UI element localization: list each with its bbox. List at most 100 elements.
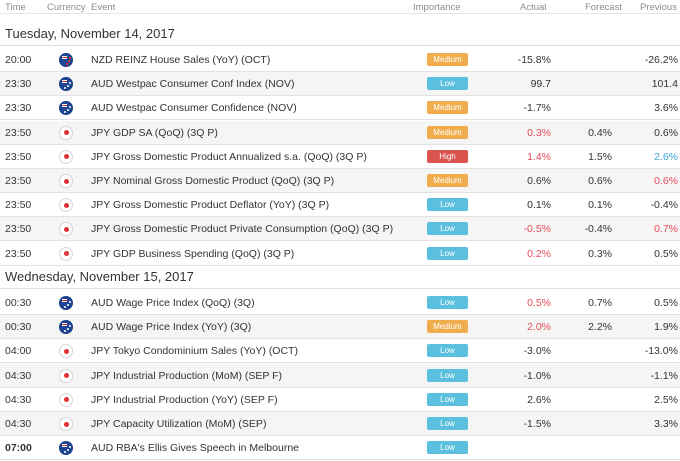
actual-value: -3.0% — [523, 345, 551, 358]
jp-flag-icon — [59, 417, 73, 431]
event-name[interactable]: JPY GDP Business Spending (QoQ) (3Q P) — [91, 247, 295, 260]
event-time: 00:30 — [5, 297, 32, 309]
event-time: 23:50 — [5, 126, 32, 139]
au-flag-icon — [59, 296, 73, 310]
jp-flag-icon — [59, 344, 73, 359]
au-flag-icon — [59, 320, 73, 335]
previous-value: -1.1% — [650, 369, 678, 382]
actual-value: 1.4% — [527, 150, 551, 163]
actual-value: -1.7% — [523, 102, 551, 115]
event-name[interactable]: AUD Westpac Consumer Confidence (NOV) — [91, 102, 297, 115]
event-time: 04:30 — [5, 393, 32, 406]
event-time: 23:50 — [5, 223, 32, 236]
forecast-value: 0.7% — [588, 297, 612, 309]
event-name[interactable]: AUD Westpac Consumer Conf Index (NOV) — [91, 78, 295, 91]
event-name[interactable]: JPY GDP SA (QoQ) (3Q P) — [91, 126, 218, 139]
nz-flag-icon — [59, 53, 73, 67]
previous-value: 1.9% — [654, 321, 678, 334]
event-time: 23:50 — [5, 247, 32, 260]
calendar-row[interactable]: 23:50 JPY Gross Domestic Product Private … — [0, 217, 680, 242]
actual-value: 0.6% — [527, 175, 551, 187]
calendar-row[interactable]: 23:50 JPY Gross Domestic Product Deflator… — [0, 193, 680, 218]
importance-badge: Low — [427, 296, 468, 309]
event-name[interactable]: AUD RBA's Ellis Gives Speech in Melbourn… — [91, 442, 300, 455]
importance-badge: Low — [427, 246, 468, 260]
col-time-header[interactable]: Time — [5, 2, 26, 13]
importance-badge: Medium — [427, 101, 468, 115]
calendar-row[interactable]: 00:30 AUD Wage Price Index (QoQ) (3Q) Low 0… — [0, 291, 680, 315]
calendar-row[interactable]: 07:00 AUD RBA's Ellis Gives Speech in Mel… — [0, 436, 680, 461]
calendar-row[interactable]: 04:30 JPY Industrial Production (YoY) (SE… — [0, 388, 680, 412]
actual-value: -0.5% — [523, 223, 551, 236]
calendar-row[interactable]: 23:30 AUD Westpac Consumer Confidence (NO… — [0, 96, 680, 121]
forecast-value: 1.5% — [588, 150, 612, 163]
event-name[interactable]: JPY Gross Domestic Product Annualized s.… — [91, 150, 367, 163]
previous-value: 2.5% — [654, 393, 678, 406]
previous-value: 3.6% — [654, 102, 678, 115]
calendar-row[interactable]: 04:00 JPY Tokyo Condominium Sales (YoY) (… — [0, 339, 680, 364]
event-time: 04:00 — [5, 345, 32, 358]
previous-value: -13.0% — [644, 345, 678, 358]
col-importance-header[interactable]: Importance — [413, 2, 461, 13]
previous-value: 3.3% — [654, 418, 678, 430]
calendar-row[interactable]: 00:30 AUD Wage Price Index (YoY) (3Q) Medi… — [0, 315, 680, 340]
event-name[interactable]: AUD Wage Price Index (YoY) (3Q) — [91, 321, 252, 334]
event-time: 23:30 — [5, 78, 32, 91]
previous-value: -26.2% — [644, 54, 678, 66]
jp-flag-icon — [59, 198, 73, 213]
previous-value: 0.5% — [654, 247, 678, 260]
event-name[interactable]: JPY Industrial Production (MoM) (SEP F) — [91, 369, 283, 382]
importance-badge: Medium — [427, 174, 468, 187]
previous-value: 0.6% — [654, 126, 678, 139]
event-name[interactable]: JPY Capacity Utilization (MoM) (SEP) — [91, 418, 267, 430]
au-flag-icon — [59, 441, 73, 456]
event-time: 04:30 — [5, 418, 32, 430]
importance-badge: Low — [427, 344, 468, 358]
importance-badge: High — [427, 149, 468, 163]
event-time: 00:30 — [5, 321, 32, 334]
calendar-row[interactable]: 04:30 JPY Capacity Utilization (MoM) (SEP… — [0, 412, 680, 436]
jp-flag-icon — [59, 174, 73, 188]
forecast-value: 2.2% — [588, 321, 612, 334]
actual-value: 2.0% — [527, 321, 551, 334]
actual-value: 0.3% — [527, 126, 551, 139]
importance-badge: Low — [427, 77, 468, 91]
event-name[interactable]: JPY Gross Domestic Product Private Consu… — [91, 223, 394, 236]
calendar-row[interactable]: 20:00 NZD REINZ House Sales (YoY) (OCT) Me… — [0, 48, 680, 72]
calendar-row[interactable]: 23:50 JPY GDP SA (QoQ) (3Q P) Medium 0.3% 0.… — [0, 120, 680, 145]
date-header: Wednesday, November 15, 2017 — [0, 263, 680, 289]
col-currency-header[interactable]: Currency — [47, 2, 86, 13]
actual-value: -15.8% — [517, 54, 551, 66]
calendar-row[interactable]: 23:50 JPY GDP Business Spending (QoQ) (3Q… — [0, 242, 680, 266]
actual-value: 0.1% — [527, 199, 551, 212]
col-actual-header[interactable]: Actual — [520, 2, 547, 13]
event-name[interactable]: JPY Tokyo Condominium Sales (YoY) (OCT) — [91, 345, 298, 358]
forecast-value: 0.4% — [588, 126, 612, 139]
calendar-row[interactable]: 23:50 JPY Gross Domestic Product Annualiz… — [0, 145, 680, 169]
actual-value: -1.5% — [523, 418, 551, 430]
previous-value: 0.5% — [654, 297, 678, 309]
event-name[interactable]: JPY Gross Domestic Product Deflator (YoY… — [91, 199, 330, 212]
jp-flag-icon — [59, 149, 73, 164]
previous-value: 0.6% — [654, 175, 678, 187]
calendar-row[interactable]: 04:30 JPY Industrial Production (MoM) (SE… — [0, 363, 680, 388]
date-header: Tuesday, November 14, 2017 — [0, 20, 680, 46]
col-event-header[interactable]: Event — [91, 2, 116, 13]
event-time: 07:00 — [5, 442, 32, 455]
event-name[interactable]: AUD Wage Price Index (QoQ) (3Q) — [91, 297, 255, 309]
event-time: 23:50 — [5, 175, 32, 187]
event-name[interactable]: JPY Nominal Gross Domestic Product (QoQ)… — [91, 175, 335, 187]
au-flag-icon — [59, 77, 73, 92]
event-name[interactable]: JPY Industrial Production (YoY) (SEP F) — [91, 393, 278, 406]
col-forecast-header[interactable]: Forecast — [585, 2, 622, 13]
date-label: Tuesday, November 14, 2017 — [5, 26, 175, 41]
actual-value: 99.7 — [530, 78, 551, 91]
jp-flag-icon — [59, 392, 73, 407]
calendar-row[interactable]: 23:50 JPY Nominal Gross Domestic Product … — [0, 169, 680, 193]
event-name[interactable]: NZD REINZ House Sales (YoY) (OCT) — [91, 54, 271, 66]
calendar-row[interactable]: 23:30 AUD Westpac Consumer Conf Index (NO… — [0, 72, 680, 97]
previous-value: 2.6% — [654, 150, 678, 163]
col-previous-header[interactable]: Previous — [640, 2, 677, 13]
forecast-value: -0.4% — [584, 223, 612, 236]
event-time: 20:00 — [5, 54, 32, 66]
